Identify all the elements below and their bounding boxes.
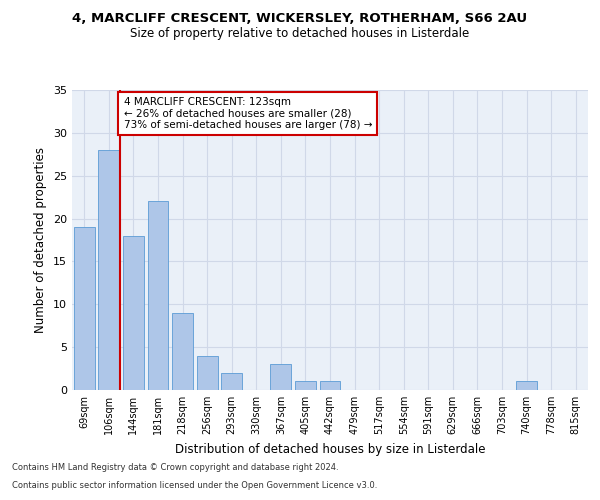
Text: Size of property relative to detached houses in Listerdale: Size of property relative to detached ho… [130, 28, 470, 40]
Bar [295, 382, 316, 390]
X-axis label: Distribution of detached houses by size in Listerdale: Distribution of detached houses by size … [175, 442, 485, 456]
Bar [123, 236, 144, 390]
Bar [74, 227, 95, 390]
Text: Contains HM Land Registry data © Crown copyright and database right 2024.: Contains HM Land Registry data © Crown c… [12, 464, 338, 472]
Bar [320, 382, 340, 390]
Bar [221, 373, 242, 390]
Bar [172, 313, 193, 390]
Text: 4 MARCLIFF CRESCENT: 123sqm
← 26% of detached houses are smaller (28)
73% of sem: 4 MARCLIFF CRESCENT: 123sqm ← 26% of det… [124, 97, 372, 130]
Text: Contains public sector information licensed under the Open Government Licence v3: Contains public sector information licen… [12, 481, 377, 490]
Text: 4, MARCLIFF CRESCENT, WICKERSLEY, ROTHERHAM, S66 2AU: 4, MARCLIFF CRESCENT, WICKERSLEY, ROTHER… [73, 12, 527, 26]
Bar [271, 364, 292, 390]
Bar [98, 150, 119, 390]
Y-axis label: Number of detached properties: Number of detached properties [34, 147, 47, 333]
Bar [148, 202, 169, 390]
Bar [197, 356, 218, 390]
Bar [516, 382, 537, 390]
